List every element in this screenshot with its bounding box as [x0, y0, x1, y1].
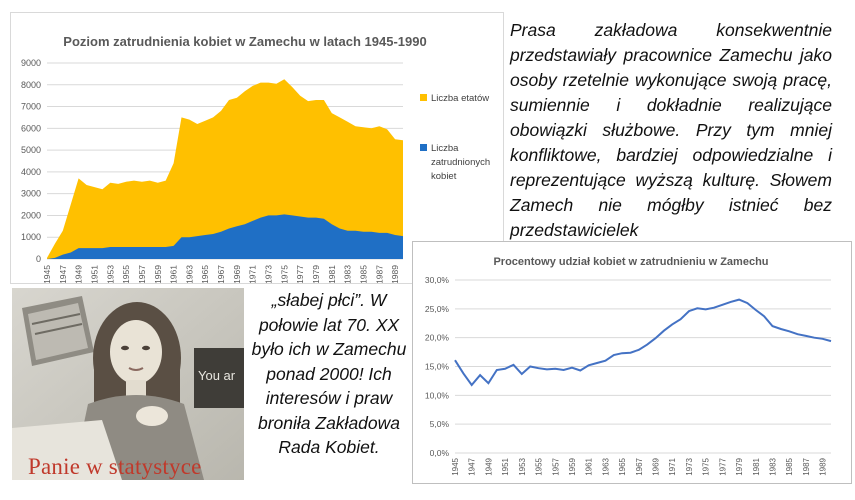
employment-area-chart-svg: Poziom zatrudnienia kobiet w Zamechu w l… — [21, 34, 493, 284]
x-tick-label: 1971 — [248, 265, 258, 283]
area-series-kobiety — [47, 214, 403, 259]
x-tick-label: 1981 — [327, 265, 337, 283]
x-tick-label: 1945 — [451, 457, 460, 475]
percentage-line-chart-svg: Procentowy udział kobiet w zatrudnieniu … — [425, 256, 832, 476]
x-tick-label: 1979 — [311, 265, 321, 283]
x-tick-label: 1983 — [769, 457, 778, 475]
y-tick-label: 9000 — [21, 58, 41, 68]
x-tick-label: 1985 — [358, 265, 368, 283]
y-tick-label: 3000 — [21, 189, 41, 199]
archive-photo: You ar Panie w statystyce — [12, 288, 244, 480]
chart1-title: Poziom zatrudnienia kobiet w Zamechu w l… — [63, 34, 426, 49]
paragraph-press-description: Prasa zakładowa konsekwentnie przedstawi… — [510, 18, 832, 243]
x-tick-label: 1957 — [137, 265, 147, 283]
paragraph-text: Prasa zakładowa konsekwentnie przedstawi… — [510, 20, 832, 240]
legend-label-kobiety: Liczba zatrudnionych kobiet — [431, 143, 493, 182]
x-tick-label: 1975 — [702, 457, 711, 475]
line-series-percentage — [454, 298, 832, 387]
y-tick-label: 5000 — [21, 145, 41, 155]
x-tick-label: 1961 — [585, 457, 594, 475]
y-tick-label: 20,0% — [425, 333, 450, 343]
x-tick-label: 1985 — [785, 457, 794, 475]
x-tick-label: 1973 — [685, 457, 694, 475]
x-tick-label: 1951 — [89, 265, 99, 283]
x-tick-label: 1979 — [735, 457, 744, 475]
x-tick-label: 1953 — [518, 457, 527, 475]
x-tick-label: 1955 — [535, 457, 544, 475]
x-tick-label: 1967 — [635, 457, 644, 475]
x-tick-label: 1957 — [551, 457, 560, 475]
x-tick-label: 1969 — [232, 265, 242, 283]
x-tick-label: 1949 — [484, 457, 493, 475]
x-tick-label: 1989 — [390, 265, 400, 283]
y-tick-label: 0,0% — [430, 448, 450, 458]
y-tick-label: 0 — [36, 254, 41, 264]
x-tick-label: 1987 — [802, 457, 811, 475]
x-tick-label: 1947 — [58, 265, 68, 283]
x-tick-label: 1963 — [601, 457, 610, 475]
photo-sign-text: You ar — [198, 368, 236, 383]
x-tick-label: 1981 — [752, 457, 761, 475]
x-tick-label: 1951 — [501, 457, 510, 475]
x-tick-label: 1955 — [121, 265, 131, 283]
y-tick-label: 5,0% — [430, 419, 450, 429]
x-tick-label: 1987 — [374, 265, 384, 283]
x-tick-label: 1983 — [343, 265, 353, 283]
paragraph-text: „słabej płci”. W połowie lat 70. XX było… — [251, 290, 407, 457]
percentage-line-chart: Procentowy udział kobiet w zatrudnieniu … — [412, 241, 852, 484]
x-tick-label: 1959 — [153, 265, 163, 283]
chart2-title: Procentowy udział kobiet w zatrudnieniu … — [493, 256, 768, 268]
x-tick-label: 1975 — [279, 265, 289, 283]
x-tick-label: 1961 — [169, 265, 179, 283]
x-tick-label: 1959 — [568, 457, 577, 475]
y-tick-label: 8000 — [21, 80, 41, 90]
y-tick-label: 7000 — [21, 102, 41, 112]
archive-photo-image: You ar — [12, 288, 244, 480]
y-tick-label: 6000 — [21, 123, 41, 133]
y-tick-label: 1000 — [21, 232, 41, 242]
chart1-legend: Liczba etatów Liczba zatrudnionych kobie… — [420, 93, 493, 182]
y-tick-label: 4000 — [21, 167, 41, 177]
legend-label-etaty: Liczba etatów — [431, 93, 489, 104]
x-tick-label: 1947 — [468, 457, 477, 475]
x-tick-label: 1953 — [105, 265, 115, 283]
x-tick-label: 1967 — [216, 265, 226, 283]
x-tick-label: 1965 — [200, 265, 210, 283]
x-tick-label: 1973 — [264, 265, 274, 283]
y-tick-label: 2000 — [21, 210, 41, 220]
y-tick-label: 15,0% — [425, 362, 450, 372]
legend-swatch-kobiety — [420, 144, 427, 151]
paragraph-women-count: „słabej płci”. W połowie lat 70. XX było… — [250, 288, 408, 460]
employment-area-chart: Poziom zatrudnienia kobiet w Zamechu w l… — [10, 12, 504, 284]
x-tick-label: 1971 — [668, 457, 677, 475]
y-tick-label: 10,0% — [425, 390, 450, 400]
y-tick-label: 30,0% — [425, 275, 450, 285]
x-tick-label: 1945 — [42, 265, 52, 283]
photo-caption: Panie w statystyce — [28, 454, 202, 479]
x-tick-label: 1977 — [295, 265, 305, 283]
legend-swatch-etaty — [420, 94, 427, 101]
x-tick-label: 1963 — [184, 265, 194, 283]
x-tick-label: 1977 — [718, 457, 727, 475]
y-tick-label: 25,0% — [425, 304, 450, 314]
area-series-etaty — [47, 79, 403, 259]
x-tick-label: 1969 — [652, 457, 661, 475]
x-tick-label: 1965 — [618, 457, 627, 475]
x-tick-label: 1949 — [74, 265, 84, 283]
x-tick-label: 1989 — [819, 457, 828, 475]
